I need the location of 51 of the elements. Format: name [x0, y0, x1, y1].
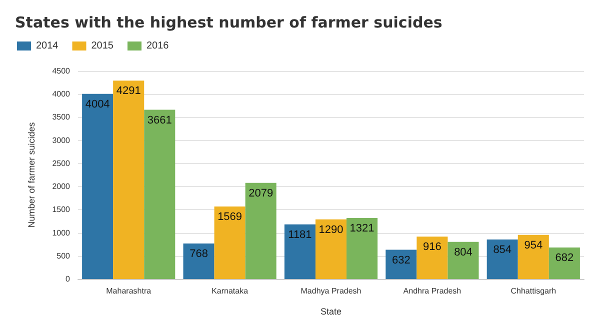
legend-label: 2015 — [91, 40, 114, 52]
y-tick-label: 0 — [66, 274, 71, 284]
data-label: 1181 — [288, 228, 312, 241]
bar — [315, 219, 347, 279]
bar — [386, 250, 417, 279]
y-tick-label: 4000 — [52, 90, 71, 99]
y-tick-label: 1500 — [52, 205, 71, 214]
data-label: 804 — [454, 246, 472, 258]
bar — [416, 236, 448, 279]
bar — [144, 110, 176, 279]
data-label: 2079 — [248, 187, 274, 200]
bar — [284, 224, 316, 279]
data-label: 1290 — [318, 224, 344, 236]
y-tick-label: 3500 — [52, 112, 71, 122]
y-tick-label: 4500 — [52, 66, 71, 76]
x-tick-label: Chhattisgarh — [510, 286, 556, 296]
data-label: 3661 — [147, 114, 172, 126]
y-tick-label: 2500 — [52, 158, 71, 168]
y-tick-label: 1000 — [52, 228, 71, 238]
data-label: 854 — [493, 244, 512, 256]
legend-label: 2016 — [146, 40, 170, 52]
x-axis-title: State — [320, 306, 342, 316]
data-label: 954 — [524, 239, 543, 252]
data-label: 4291 — [116, 85, 141, 98]
bar — [113, 80, 144, 279]
data-label: 4004 — [85, 98, 110, 110]
y-axis-title: Number of farmer suicides — [26, 122, 36, 228]
data-label: 682 — [555, 252, 574, 264]
bar — [346, 218, 378, 279]
bar — [82, 94, 114, 279]
bar — [548, 247, 580, 279]
y-tick-label: 500 — [56, 251, 71, 260]
y-tick-label: 2000 — [52, 182, 71, 192]
bar — [214, 206, 246, 279]
data-label: 916 — [423, 241, 442, 254]
bar — [448, 242, 479, 279]
data-label: 632 — [392, 254, 410, 266]
data-label: 1321 — [350, 222, 374, 234]
y-tick-label: 3000 — [52, 136, 71, 145]
x-tick-label: Madhya Pradesh — [300, 286, 362, 296]
data-label: 1569 — [218, 210, 242, 223]
x-tick-label: Andhra Pradesh — [403, 286, 462, 296]
x-tick-label: Maharashtra — [106, 286, 152, 296]
legend-label: 2014 — [36, 40, 59, 52]
data-label: 768 — [190, 248, 208, 260]
x-tick-label: Karnataka — [212, 286, 249, 296]
bar — [245, 182, 276, 279]
chart-title: States with the highest number of farmer suicides — [15, 14, 442, 32]
bar — [183, 244, 214, 279]
bar — [518, 234, 549, 279]
bar — [486, 240, 518, 279]
